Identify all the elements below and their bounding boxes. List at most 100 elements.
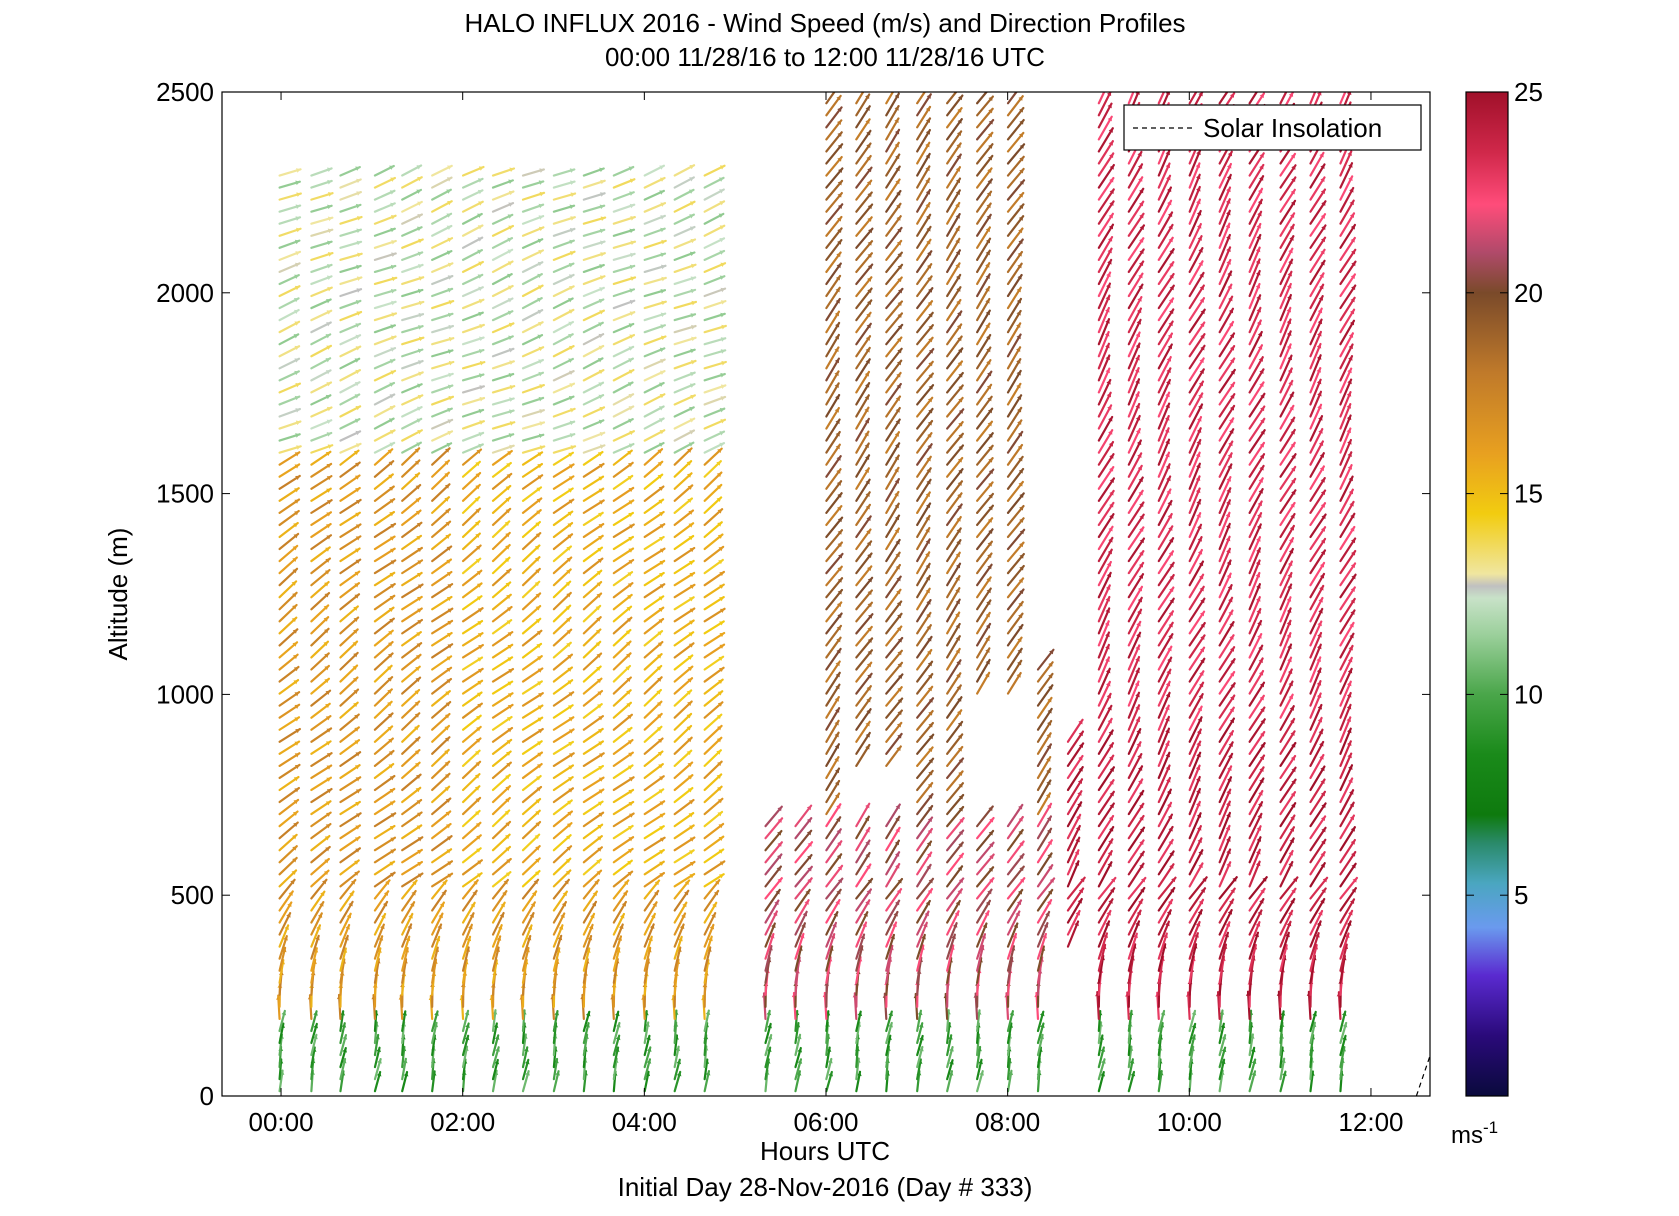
wind-vector-head [659, 826, 664, 831]
wind-vector-head [469, 913, 474, 918]
wind-vector-head [535, 799, 541, 804]
wind-vector-head [568, 285, 574, 291]
wind-vector-head [354, 871, 359, 876]
wind-vector [521, 308, 544, 322]
wind-vector [373, 405, 396, 418]
wind-vector [552, 653, 574, 671]
wind-vector [461, 773, 481, 792]
wind-vector-head [657, 738, 663, 744]
wind-vector-head [475, 797, 481, 803]
wind-vector [339, 1010, 345, 1033]
wind-vector-head [353, 617, 359, 622]
wind-vector [552, 533, 574, 551]
wind-vector [552, 857, 572, 876]
wind-vector [310, 652, 330, 671]
wind-vector [582, 640, 602, 659]
wind-vector-head [390, 370, 396, 375]
wind-vector-head [478, 432, 484, 437]
wind-vector-head [493, 1023, 499, 1028]
wind-vector-head [474, 786, 480, 791]
wind-vector-head [356, 228, 361, 234]
wind-vector [461, 532, 481, 551]
wind-vector-head [411, 890, 416, 896]
wind-vector [612, 558, 635, 575]
wind-vector [521, 383, 545, 394]
wind-vector-head [391, 252, 396, 257]
wind-vector-head [447, 201, 452, 206]
wind-vector-head [507, 632, 513, 637]
wind-vector [521, 346, 545, 358]
wind-vector [491, 484, 512, 502]
wind-vector-head [598, 812, 604, 817]
wind-vector [401, 912, 414, 936]
wind-vector [401, 700, 421, 719]
wind-vector-head [447, 584, 453, 589]
wind-vector [643, 825, 665, 840]
wind-vector-head [508, 372, 514, 378]
wind-vector-head [567, 523, 573, 528]
wind-vector-head [475, 761, 481, 767]
wind-vector-head [324, 593, 330, 598]
wind-vector-head [418, 371, 423, 377]
wind-vector [278, 912, 292, 936]
wind-vector-head [494, 1059, 500, 1065]
wind-vector [310, 321, 332, 334]
wind-vector-head [537, 741, 542, 746]
wind-vector-head [390, 227, 395, 233]
wind-vector-head [561, 902, 566, 907]
wind-vector [521, 462, 544, 478]
wind-vector [401, 483, 422, 502]
wind-vector-head [354, 548, 360, 553]
wind-vector-head [417, 619, 422, 625]
wind-vector-head [536, 630, 542, 636]
wind-vector [521, 203, 545, 213]
wind-vector-head [417, 596, 422, 602]
wind-vector [310, 740, 332, 755]
wind-vector-head [628, 752, 633, 757]
wind-vector [401, 712, 421, 731]
wind-vector-head [475, 473, 481, 478]
wind-vector [552, 250, 576, 261]
wind-vector [431, 336, 455, 346]
wind-vector-head [569, 168, 575, 173]
wind-vector [339, 616, 360, 635]
wind-vector-head [446, 849, 452, 854]
wind-vector-head [296, 168, 301, 173]
wind-vector [401, 1057, 408, 1081]
wind-vector [521, 912, 535, 936]
wind-vector [582, 703, 603, 719]
wind-vector-head [325, 547, 330, 552]
wind-vector-head [627, 825, 633, 831]
wind-vector [339, 215, 363, 225]
wind-vector [339, 701, 359, 719]
wind-vector [552, 192, 577, 201]
wind-vector-head [477, 189, 483, 195]
wind-vector-head [294, 753, 300, 758]
wind-vector [461, 889, 478, 912]
wind-vector [278, 924, 290, 948]
wind-vector [552, 1070, 560, 1093]
wind-vector [612, 252, 636, 261]
wind-vector-head [415, 677, 421, 683]
wind-vector-head [418, 336, 424, 342]
wind-vector [461, 582, 483, 599]
chart-subtitle: 00:00 11/28/16 to 12:00 11/28/16 UTC [605, 42, 1045, 72]
wind-vector [310, 357, 332, 370]
wind-vector-head [568, 370, 574, 376]
wind-vector-head [597, 847, 602, 852]
wind-vector-head [600, 179, 605, 185]
wind-vector-head [446, 250, 452, 255]
wind-vector [339, 900, 354, 924]
wind-vector [552, 333, 574, 346]
wind-vector-head [325, 334, 331, 339]
wind-vector [643, 860, 665, 876]
wind-vector-head [659, 873, 664, 878]
wind-vector [339, 357, 361, 370]
wind-vector-head [478, 261, 483, 266]
wind-vector [373, 393, 396, 406]
wind-vector-head [533, 879, 539, 885]
wind-vector-head [477, 860, 482, 865]
wind-vector-head [496, 936, 502, 941]
wind-vector-head [447, 861, 452, 866]
